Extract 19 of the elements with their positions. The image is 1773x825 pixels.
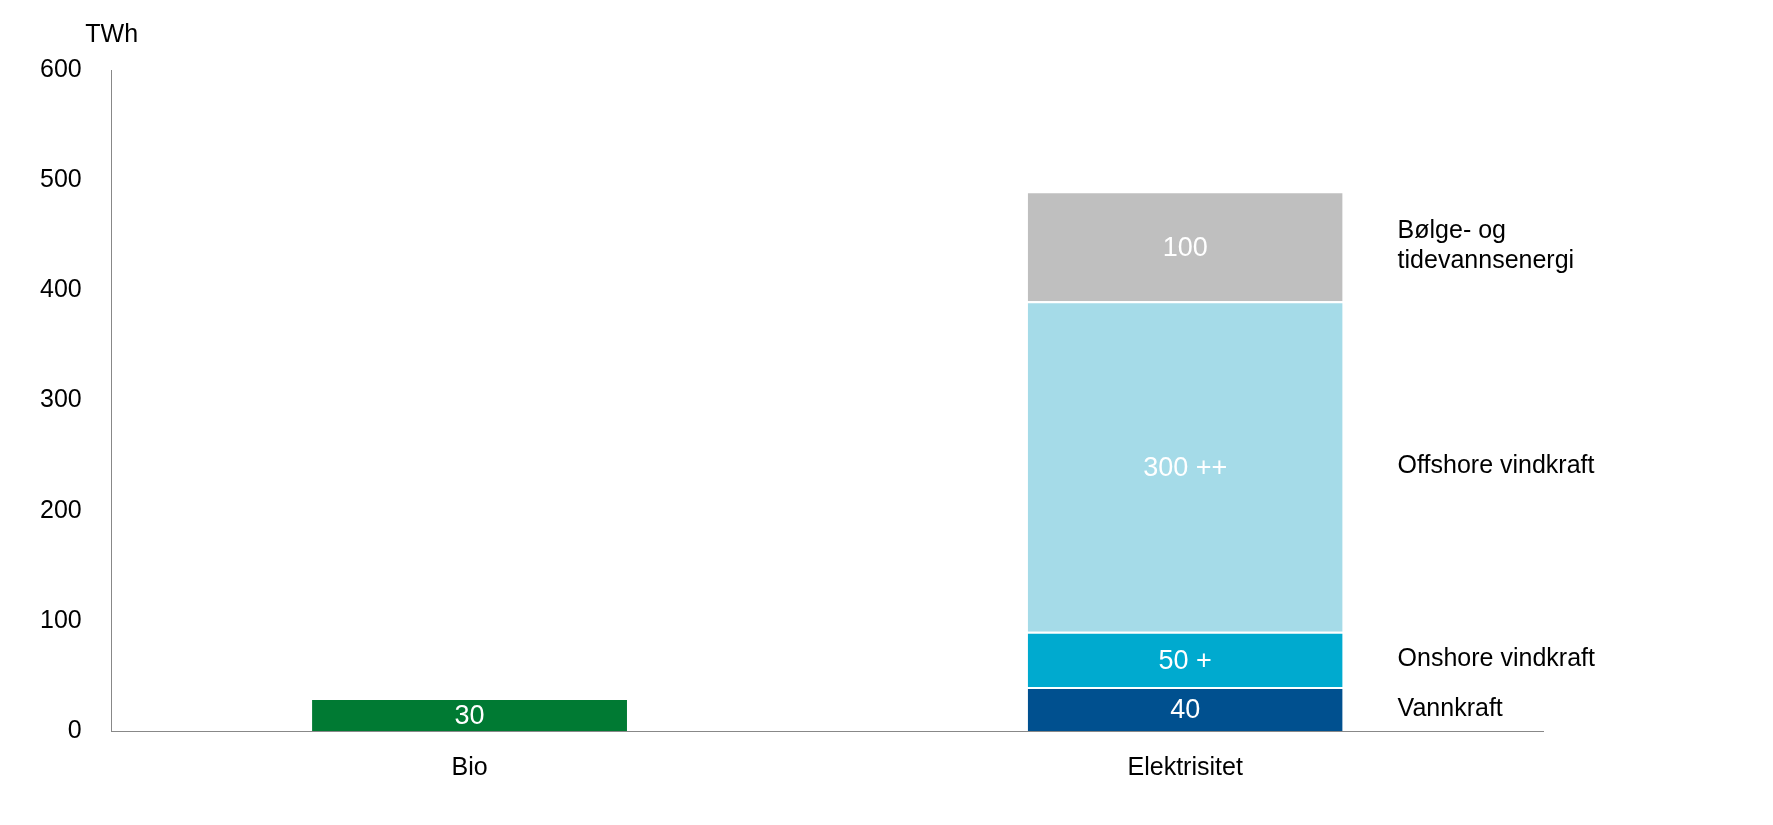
data-label: 300 ++ [1143, 452, 1228, 483]
text: Bølge- og tidevannsenergi [1397, 215, 1575, 274]
x-tick-label: Elektrisitet [1127, 751, 1243, 780]
data-label: 100 [1162, 231, 1208, 262]
y-tick-label: 100 [39, 604, 82, 633]
text: Onshore vindkraft [1397, 643, 1595, 672]
y-tick-label: 300 [39, 384, 82, 413]
text: Vannkraft [1397, 692, 1503, 721]
x-tick-label: Bio [451, 751, 488, 780]
data-label: 30 [454, 699, 485, 730]
y-tick-label: 200 [39, 494, 82, 523]
data-label: 40 [1170, 694, 1201, 725]
y-tick-label: 500 [39, 164, 82, 193]
data-label: 50 + [1158, 644, 1212, 675]
y-tick-label: 600 [39, 53, 82, 82]
text: Offshore vindkraft [1397, 450, 1595, 479]
y-tick-label: 0 [67, 714, 82, 743]
y-axis-title: TWh [85, 19, 139, 48]
y-tick-label: 400 [39, 274, 82, 303]
